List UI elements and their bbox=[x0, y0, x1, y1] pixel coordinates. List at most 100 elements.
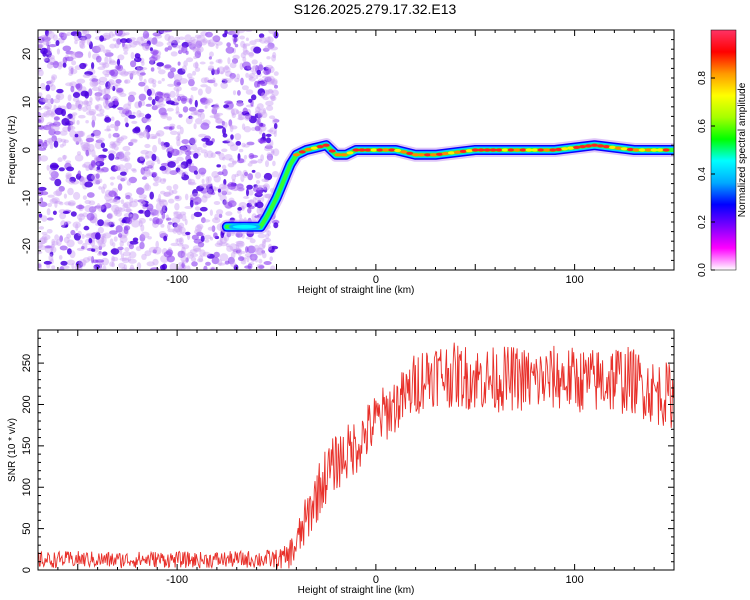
noise-blob bbox=[105, 199, 109, 208]
noise-blob bbox=[179, 126, 184, 135]
noise-blob bbox=[155, 209, 160, 217]
noise-blob bbox=[127, 100, 132, 107]
noise-blob bbox=[70, 211, 77, 217]
noise-blob bbox=[200, 122, 210, 130]
noise-blob bbox=[137, 199, 146, 203]
noise-blob bbox=[155, 132, 161, 137]
noise-blob bbox=[181, 262, 185, 269]
noise-blob bbox=[64, 220, 72, 225]
signal-hotspot bbox=[567, 146, 575, 150]
signal-hotspot bbox=[519, 148, 527, 152]
noise-blob bbox=[138, 81, 146, 87]
noise-blob bbox=[207, 39, 211, 45]
noise-blob bbox=[209, 61, 214, 65]
noise-blob bbox=[113, 208, 118, 217]
noise-blob bbox=[240, 52, 247, 59]
noise-blob bbox=[77, 104, 83, 111]
noise-blob bbox=[248, 52, 255, 57]
noise-blob bbox=[265, 233, 270, 239]
noise-blob bbox=[142, 203, 149, 208]
noise-blob bbox=[249, 199, 255, 206]
noise-blob bbox=[108, 31, 114, 39]
noise-blob bbox=[139, 234, 146, 242]
noise-blob bbox=[104, 128, 112, 132]
noise-blob bbox=[214, 113, 221, 120]
noise-blob bbox=[68, 72, 73, 76]
noise-blob bbox=[260, 79, 268, 87]
noise-blob bbox=[171, 189, 178, 194]
noise-blob bbox=[81, 37, 86, 46]
noise-blob bbox=[49, 169, 56, 176]
noise-blob bbox=[94, 154, 98, 163]
noise-blob bbox=[149, 191, 154, 200]
noise-blob bbox=[112, 242, 116, 248]
noise-blob bbox=[199, 39, 208, 46]
noise-blob bbox=[160, 190, 166, 195]
noise-blob bbox=[169, 123, 176, 128]
noise-blob bbox=[248, 73, 256, 78]
noise-blob bbox=[211, 35, 221, 41]
noise-blob bbox=[86, 212, 95, 221]
noise-blob bbox=[223, 199, 229, 207]
noise-blob bbox=[70, 121, 76, 125]
noise-blob bbox=[209, 51, 214, 57]
noise-blob bbox=[189, 249, 198, 254]
noise-blob bbox=[231, 112, 236, 119]
noise-blob bbox=[203, 152, 208, 158]
noise-blob bbox=[249, 40, 257, 46]
noise-blob bbox=[271, 79, 278, 86]
noise-blob bbox=[103, 202, 112, 209]
noise-blob bbox=[124, 79, 131, 84]
noise-blob bbox=[66, 102, 72, 110]
noise-blob bbox=[125, 38, 133, 44]
noise-blob bbox=[190, 256, 197, 262]
noise-blob bbox=[224, 154, 233, 161]
noise-blob bbox=[147, 236, 152, 240]
noise-blob bbox=[144, 250, 152, 257]
noise-blob bbox=[247, 199, 254, 203]
noise-blob bbox=[129, 200, 138, 208]
noise-blob bbox=[132, 111, 136, 115]
noise-blob bbox=[247, 207, 252, 214]
noise-blob bbox=[44, 57, 51, 63]
noise-blob bbox=[128, 176, 137, 184]
noise-blob bbox=[273, 71, 279, 76]
noise-blob bbox=[38, 237, 46, 245]
noise-blob bbox=[132, 169, 137, 173]
noise-blob bbox=[42, 141, 48, 149]
noise-blob bbox=[223, 179, 227, 186]
noise-blob bbox=[179, 237, 184, 245]
noise-blob bbox=[204, 105, 208, 109]
noise-blob bbox=[51, 243, 55, 248]
noise-blob bbox=[163, 235, 168, 242]
noise-blob bbox=[53, 104, 57, 111]
noise-blob bbox=[93, 265, 97, 270]
noise-blob bbox=[58, 167, 65, 172]
noise-blob bbox=[91, 248, 96, 252]
noise-blob bbox=[59, 245, 68, 251]
noise-blob bbox=[181, 244, 190, 250]
noise-blob bbox=[154, 176, 162, 183]
noise-blob bbox=[197, 241, 205, 248]
noise-blob bbox=[105, 81, 111, 90]
noise-blob bbox=[253, 46, 262, 54]
noise-blob bbox=[189, 98, 193, 105]
noise-blob bbox=[147, 96, 153, 101]
noise-blob bbox=[130, 139, 138, 144]
noise-blob bbox=[192, 245, 201, 252]
noise-blob bbox=[254, 125, 261, 132]
noise-blob bbox=[247, 162, 253, 167]
noise-blob bbox=[100, 89, 107, 95]
noise-blob bbox=[40, 236, 47, 245]
signal-hotspot bbox=[441, 152, 449, 156]
noise-blob bbox=[269, 115, 275, 119]
noise-blob bbox=[220, 71, 224, 75]
noise-blob bbox=[48, 254, 54, 262]
noise-blob bbox=[212, 217, 221, 224]
noise-blob bbox=[177, 164, 185, 169]
noise-blob bbox=[190, 94, 194, 102]
noise-blob bbox=[130, 52, 135, 59]
noise-blob bbox=[164, 33, 171, 41]
noise-blob bbox=[234, 173, 239, 177]
noise-blob bbox=[186, 73, 193, 79]
